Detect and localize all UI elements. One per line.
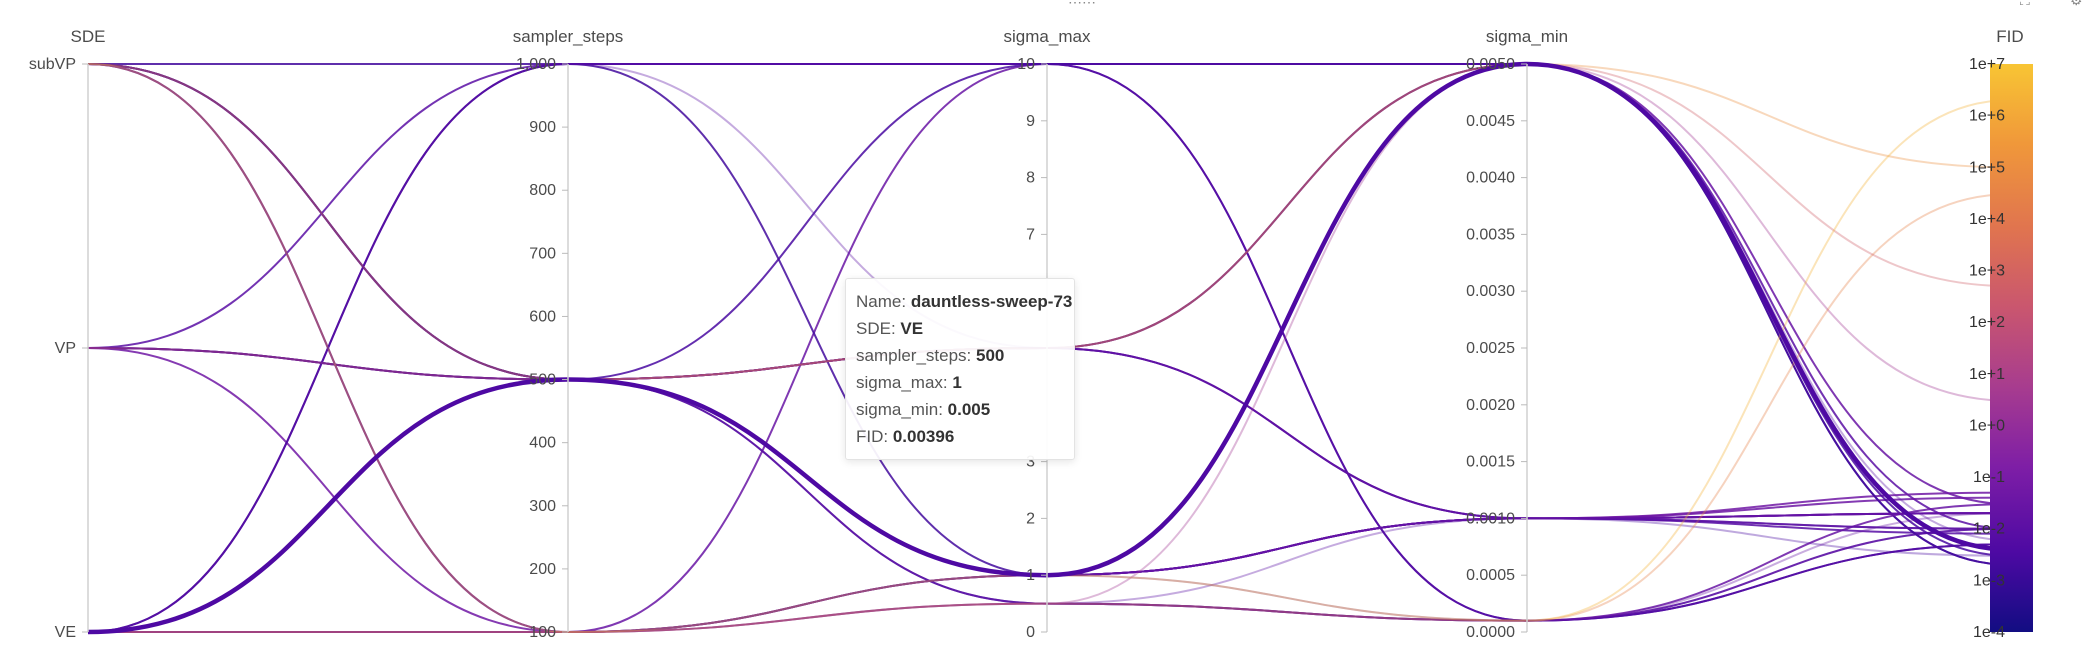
tooltip-sigma-max-label: sigma_max: (856, 373, 948, 392)
tooltip-sde-row: SDE: VE (856, 315, 1064, 342)
tooltip-sigma-max-row: sigma_max: 1 (856, 369, 1064, 396)
tick-label: 0.0000 (1466, 624, 1515, 641)
tick-label: 1e+2 (1969, 314, 2005, 331)
tick-label: 0.0020 (1466, 397, 1515, 414)
tick-label: 800 (529, 182, 556, 199)
tick-label: 100 (529, 624, 556, 641)
tick-label: 1e-4 (1973, 624, 2005, 641)
axis-title: sigma_max (1004, 27, 1091, 46)
tick-label: 600 (529, 308, 556, 325)
tick-label: 9 (1026, 113, 1035, 130)
tick-label: 1,000 (516, 56, 556, 73)
tick-label: 300 (529, 498, 556, 515)
tick-label: 1e+3 (1969, 263, 2005, 280)
tick-label: 0.0045 (1466, 113, 1515, 130)
axis-SDE[interactable]: SDE subVP VP VE (29, 27, 106, 641)
run-line-25[interactable] (87, 193, 2011, 634)
tick-label: 900 (529, 119, 556, 136)
tick-label: 0.0025 (1466, 340, 1515, 357)
tooltip-sigma-min-value: 0.005 (947, 400, 991, 419)
tick-label: 0.0010 (1466, 510, 1515, 527)
tick-label: 1e+5 (1969, 159, 2005, 176)
tick-label: 1e+1 (1969, 366, 2005, 383)
axes: SDE subVP VP VE sampler_steps 1,000 900 800 700 6… (29, 27, 2033, 641)
tick-label: 1e-3 (1973, 572, 2005, 589)
gear-icon[interactable]: ⚙ (2070, 0, 2083, 8)
tooltip-sigma-min-row: sigma_min: 0.005 (856, 396, 1064, 423)
run-line-27[interactable] (87, 62, 2011, 381)
run-lines (87, 61, 2011, 635)
tooltip-fid-row: FID: 0.00396 (856, 423, 1064, 450)
tooltip-fid-value: 0.00396 (892, 427, 955, 446)
tick-label: 10 (1017, 56, 1035, 73)
tick-label: 0.0050 (1466, 56, 1515, 73)
axis-title: FID (1996, 27, 2023, 46)
tick-label: 500 (529, 372, 556, 389)
axis-FID[interactable]: FID 1e+7 1e+6 1e+5 1e+4 1e+3 1e+2 1e+1 1e+0 1e-1 1… (1969, 27, 2033, 641)
tick-label: 0.0030 (1466, 283, 1515, 300)
run-line-highlighted[interactable] (87, 61, 2011, 635)
tick-label: 1e+7 (1969, 56, 2005, 73)
tick-label: VE (55, 624, 76, 641)
tick-label: 0.0035 (1466, 226, 1515, 243)
tick-label: 400 (529, 435, 556, 452)
tooltip-sigma-max-value: 1 (952, 373, 962, 392)
tick-label: 2 (1026, 510, 1035, 527)
tick-label: 1e+0 (1969, 417, 2005, 434)
fullscreen-icon[interactable]: ⛶ (2020, 0, 2030, 8)
tooltip-fid-label: FID: (856, 427, 889, 446)
tooltip-sde-value: VE (900, 319, 924, 338)
tooltip-steps-row: sampler_steps: 500 (856, 342, 1064, 369)
tick-label: 1e+6 (1969, 108, 2005, 125)
tick-label: 7 (1026, 226, 1035, 243)
drag-handle-icon[interactable]: ⋯⋯ (1068, 0, 1096, 10)
axis-title: SDE (71, 27, 106, 46)
run-tooltip: Name: dauntless-sweep-73 SDE: VE sampler… (845, 278, 1075, 460)
tick-label: VP (55, 340, 76, 357)
tooltip-name-row: Name: dauntless-sweep-73 (856, 288, 1072, 315)
tick-label: 1 (1026, 567, 1035, 584)
axis-title: sigma_min (1486, 27, 1568, 46)
tick-label: 1e-1 (1973, 469, 2005, 486)
tooltip-name-value: dauntless-sweep-73 (910, 292, 1073, 311)
tick-label: 1e+4 (1969, 211, 2005, 228)
tooltip-sde-label: SDE: (856, 319, 896, 338)
fid-colorbar[interactable] (1990, 64, 2033, 632)
tooltip-steps-value: 500 (976, 346, 1005, 365)
tick-label: 0.0040 (1466, 170, 1515, 187)
tick-label: 200 (529, 561, 556, 578)
tick-label: subVP (29, 56, 76, 73)
tick-label: 0 (1026, 624, 1035, 641)
run-line-24[interactable] (87, 62, 2011, 634)
axis-sigma-min[interactable]: sigma_min 0.0050 0.0045 0.0040 0.0035 0.0030 0… (1466, 27, 1568, 641)
tick-label: 0.0015 (1466, 454, 1515, 471)
axis-sampler-steps[interactable]: sampler_steps 1,000 900 800 700 600 500 400 300 2… (513, 27, 624, 641)
tooltip-steps-label: sampler_steps: (856, 346, 972, 365)
tick-label: 1e-2 (1973, 521, 2005, 538)
tick-label: 700 (529, 245, 556, 262)
tick-label: 8 (1026, 170, 1035, 187)
tooltip-sigma-min-label: sigma_min: (856, 400, 943, 419)
tick-label: 3 (1026, 454, 1035, 471)
tick-label: 0.0005 (1466, 567, 1515, 584)
axis-title: sampler_steps (513, 27, 624, 46)
tooltip-name-label: Name: (856, 292, 907, 311)
